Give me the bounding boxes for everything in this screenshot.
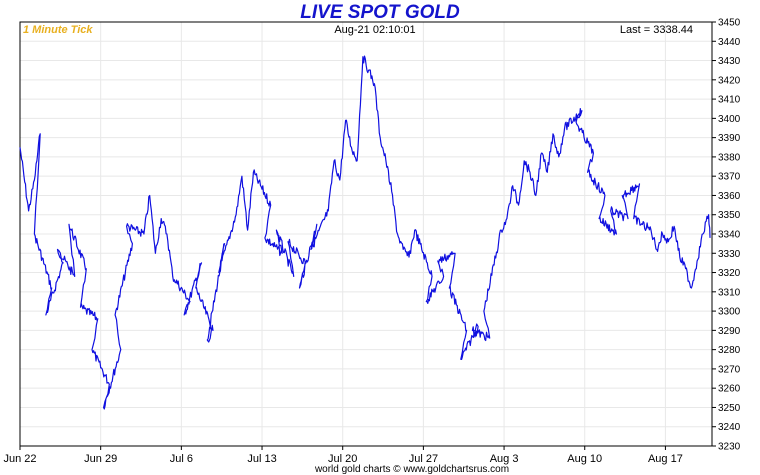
y-tick-label: 3340 — [718, 230, 741, 241]
y-tick-label: 3370 — [718, 172, 741, 183]
y-tick-label: 3420 — [718, 75, 741, 86]
x-tick-label: Jul 6 — [170, 453, 193, 465]
price-line — [19, 55, 711, 410]
y-tick-label: 3360 — [718, 191, 741, 202]
interval-label: 1 Minute Tick — [23, 24, 93, 36]
y-tick-label: 3390 — [718, 133, 741, 144]
x-tick-label: Aug 3 — [490, 453, 519, 465]
y-tick-label: 3250 — [718, 403, 741, 414]
x-tick-label: Jun 29 — [84, 453, 117, 465]
y-tick-label: 3240 — [718, 422, 741, 433]
y-tick-label: 3320 — [718, 268, 741, 279]
y-tick-label: 3230 — [718, 442, 741, 453]
y-tick-label: 3450 — [718, 18, 741, 29]
footer-credit: world gold charts © www.goldchartsrus.co… — [314, 464, 509, 475]
timestamp-label: Aug-21 02:10:01 — [334, 24, 415, 36]
y-tick-label: 3270 — [718, 364, 741, 375]
y-tick-label: 3430 — [718, 56, 741, 67]
x-tick-label: Aug 17 — [648, 453, 683, 465]
chart-title: LIVE SPOT GOLD — [300, 2, 460, 23]
y-tick-label: 3440 — [718, 37, 741, 48]
y-axis: 3230 3240 3250 3260 3270 3280 3290 3300 3310 3320… — [712, 18, 741, 453]
y-tick-label: 3260 — [718, 384, 741, 395]
y-tick-label: 3330 — [718, 249, 741, 260]
x-axis: Jun 22 Jun 29 Jul 6 Jul 13 Jul 20 Jul 27 Aug 3… — [3, 446, 683, 465]
x-tick-label: Jul 13 — [247, 453, 276, 465]
y-tick-label: 3380 — [718, 152, 741, 163]
last-price-label: Last = 3338.44 — [620, 24, 693, 36]
x-tick-label: Jul 20 — [328, 453, 357, 465]
y-tick-label: 3280 — [718, 345, 741, 356]
y-tick-label: 3310 — [718, 287, 741, 298]
y-tick-label: 3350 — [718, 210, 741, 221]
y-tick-label: 3300 — [718, 307, 741, 318]
grid — [19, 21, 712, 447]
x-tick-label: Jun 22 — [3, 453, 36, 465]
y-tick-label: 3290 — [718, 326, 741, 337]
x-tick-label: Aug 10 — [567, 453, 602, 465]
x-tick-label: Jul 27 — [409, 453, 438, 465]
y-tick-label: 3410 — [718, 95, 741, 106]
y-tick-label: 3400 — [718, 114, 741, 125]
